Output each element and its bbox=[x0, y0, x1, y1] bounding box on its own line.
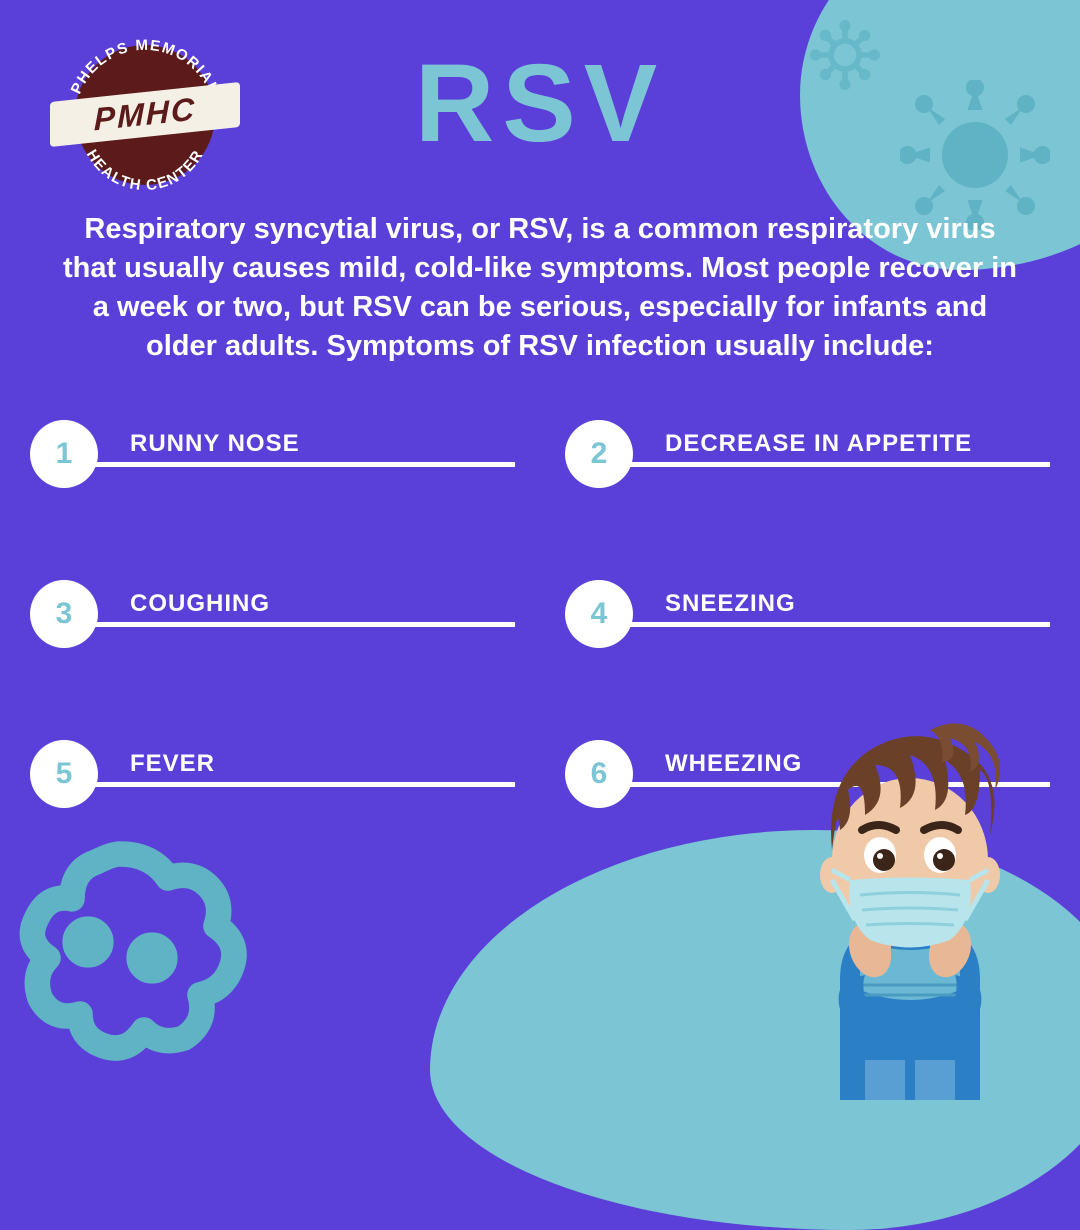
symptom-label: RUNNY NOSE bbox=[130, 430, 300, 458]
symptom-line bbox=[64, 782, 515, 787]
sick-child-illustration bbox=[770, 680, 1050, 1100]
symptom-item: 2 DECREASE IN APPETITE bbox=[565, 420, 1050, 490]
virus-icon-outline bbox=[0, 790, 280, 1110]
symptom-label: COUGHING bbox=[130, 590, 270, 618]
symptom-number: 2 bbox=[565, 420, 633, 488]
symptom-item: 1 RUNNY NOSE bbox=[30, 420, 515, 490]
symptom-label: DECREASE IN APPETITE bbox=[665, 430, 972, 458]
symptom-label: FEVER bbox=[130, 750, 215, 778]
symptom-item: 4 SNEEZING bbox=[565, 580, 1050, 650]
symptom-number: 6 bbox=[565, 740, 633, 808]
description-text: Respiratory syncytial virus, or RSV, is … bbox=[60, 210, 1020, 367]
symptom-item: 5 FEVER bbox=[30, 740, 515, 810]
symptom-label: SNEEZING bbox=[665, 590, 796, 618]
symptom-number: 1 bbox=[30, 420, 98, 488]
symptom-number: 4 bbox=[565, 580, 633, 648]
symptom-line bbox=[599, 622, 1050, 627]
symptom-line bbox=[64, 622, 515, 627]
symptom-number: 5 bbox=[30, 740, 98, 808]
symptom-line bbox=[64, 462, 515, 467]
symptom-item: 3 COUGHING bbox=[30, 580, 515, 650]
symptom-line bbox=[599, 462, 1050, 467]
page-title: RSV bbox=[0, 40, 1080, 167]
symptom-number: 3 bbox=[30, 580, 98, 648]
